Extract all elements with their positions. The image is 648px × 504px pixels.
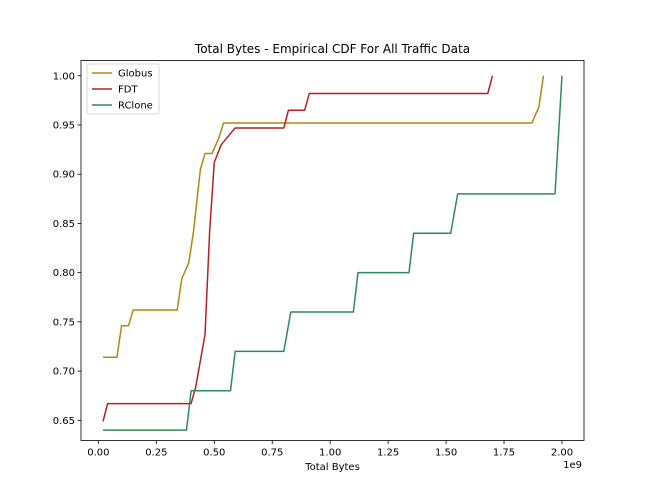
x-axis-offset-label: 1e9 [563,460,582,471]
y-tick-label: 0.85 [53,219,75,230]
legend-frame [86,63,160,115]
plot-area-frame [80,60,585,441]
legend-label-rclone: RClone [118,101,153,112]
x-tick-label: 1.00 [319,448,341,459]
y-axis: 0.65 0.70 0.75 0.80 0.85 0.90 0.95 1.00 [53,71,81,427]
series-line-fdt [102,75,494,422]
x-tick-label: 0.50 [203,448,225,459]
y-tick-label: 0.75 [53,317,75,328]
series-line-globus [103,75,545,359]
y-tick-label: 1.00 [53,71,75,82]
y-tick-label: 0.95 [53,120,75,131]
x-tick-label: 1.50 [435,448,457,459]
y-tick-label: 0.90 [53,170,75,181]
y-tick-label: 0.80 [53,268,75,279]
x-axis-title: Total Bytes [304,462,360,473]
legend-label-fdt: FDT [118,85,138,96]
x-tick-label: 1.25 [377,448,399,459]
legend: Globus FDT RClone [86,63,160,115]
chart-title: Total Bytes - Empirical CDF For All Traf… [194,42,470,56]
x-tick-label: 0.25 [145,448,167,459]
x-tick-label: 1.75 [493,448,515,459]
x-axis: 0.00 0.25 0.50 0.75 1.00 1.25 1.50 1.75 2.00 [87,440,573,459]
legend-label-globus: Globus [118,69,153,80]
series-layer [102,75,563,431]
y-tick-label: 0.70 [53,367,75,378]
y-tick-label: 0.65 [53,416,75,427]
x-tick-label: 0.00 [87,448,109,459]
series-line-rclone [103,75,563,431]
x-tick-label: 0.75 [261,448,283,459]
x-tick-label: 2.00 [551,448,573,459]
